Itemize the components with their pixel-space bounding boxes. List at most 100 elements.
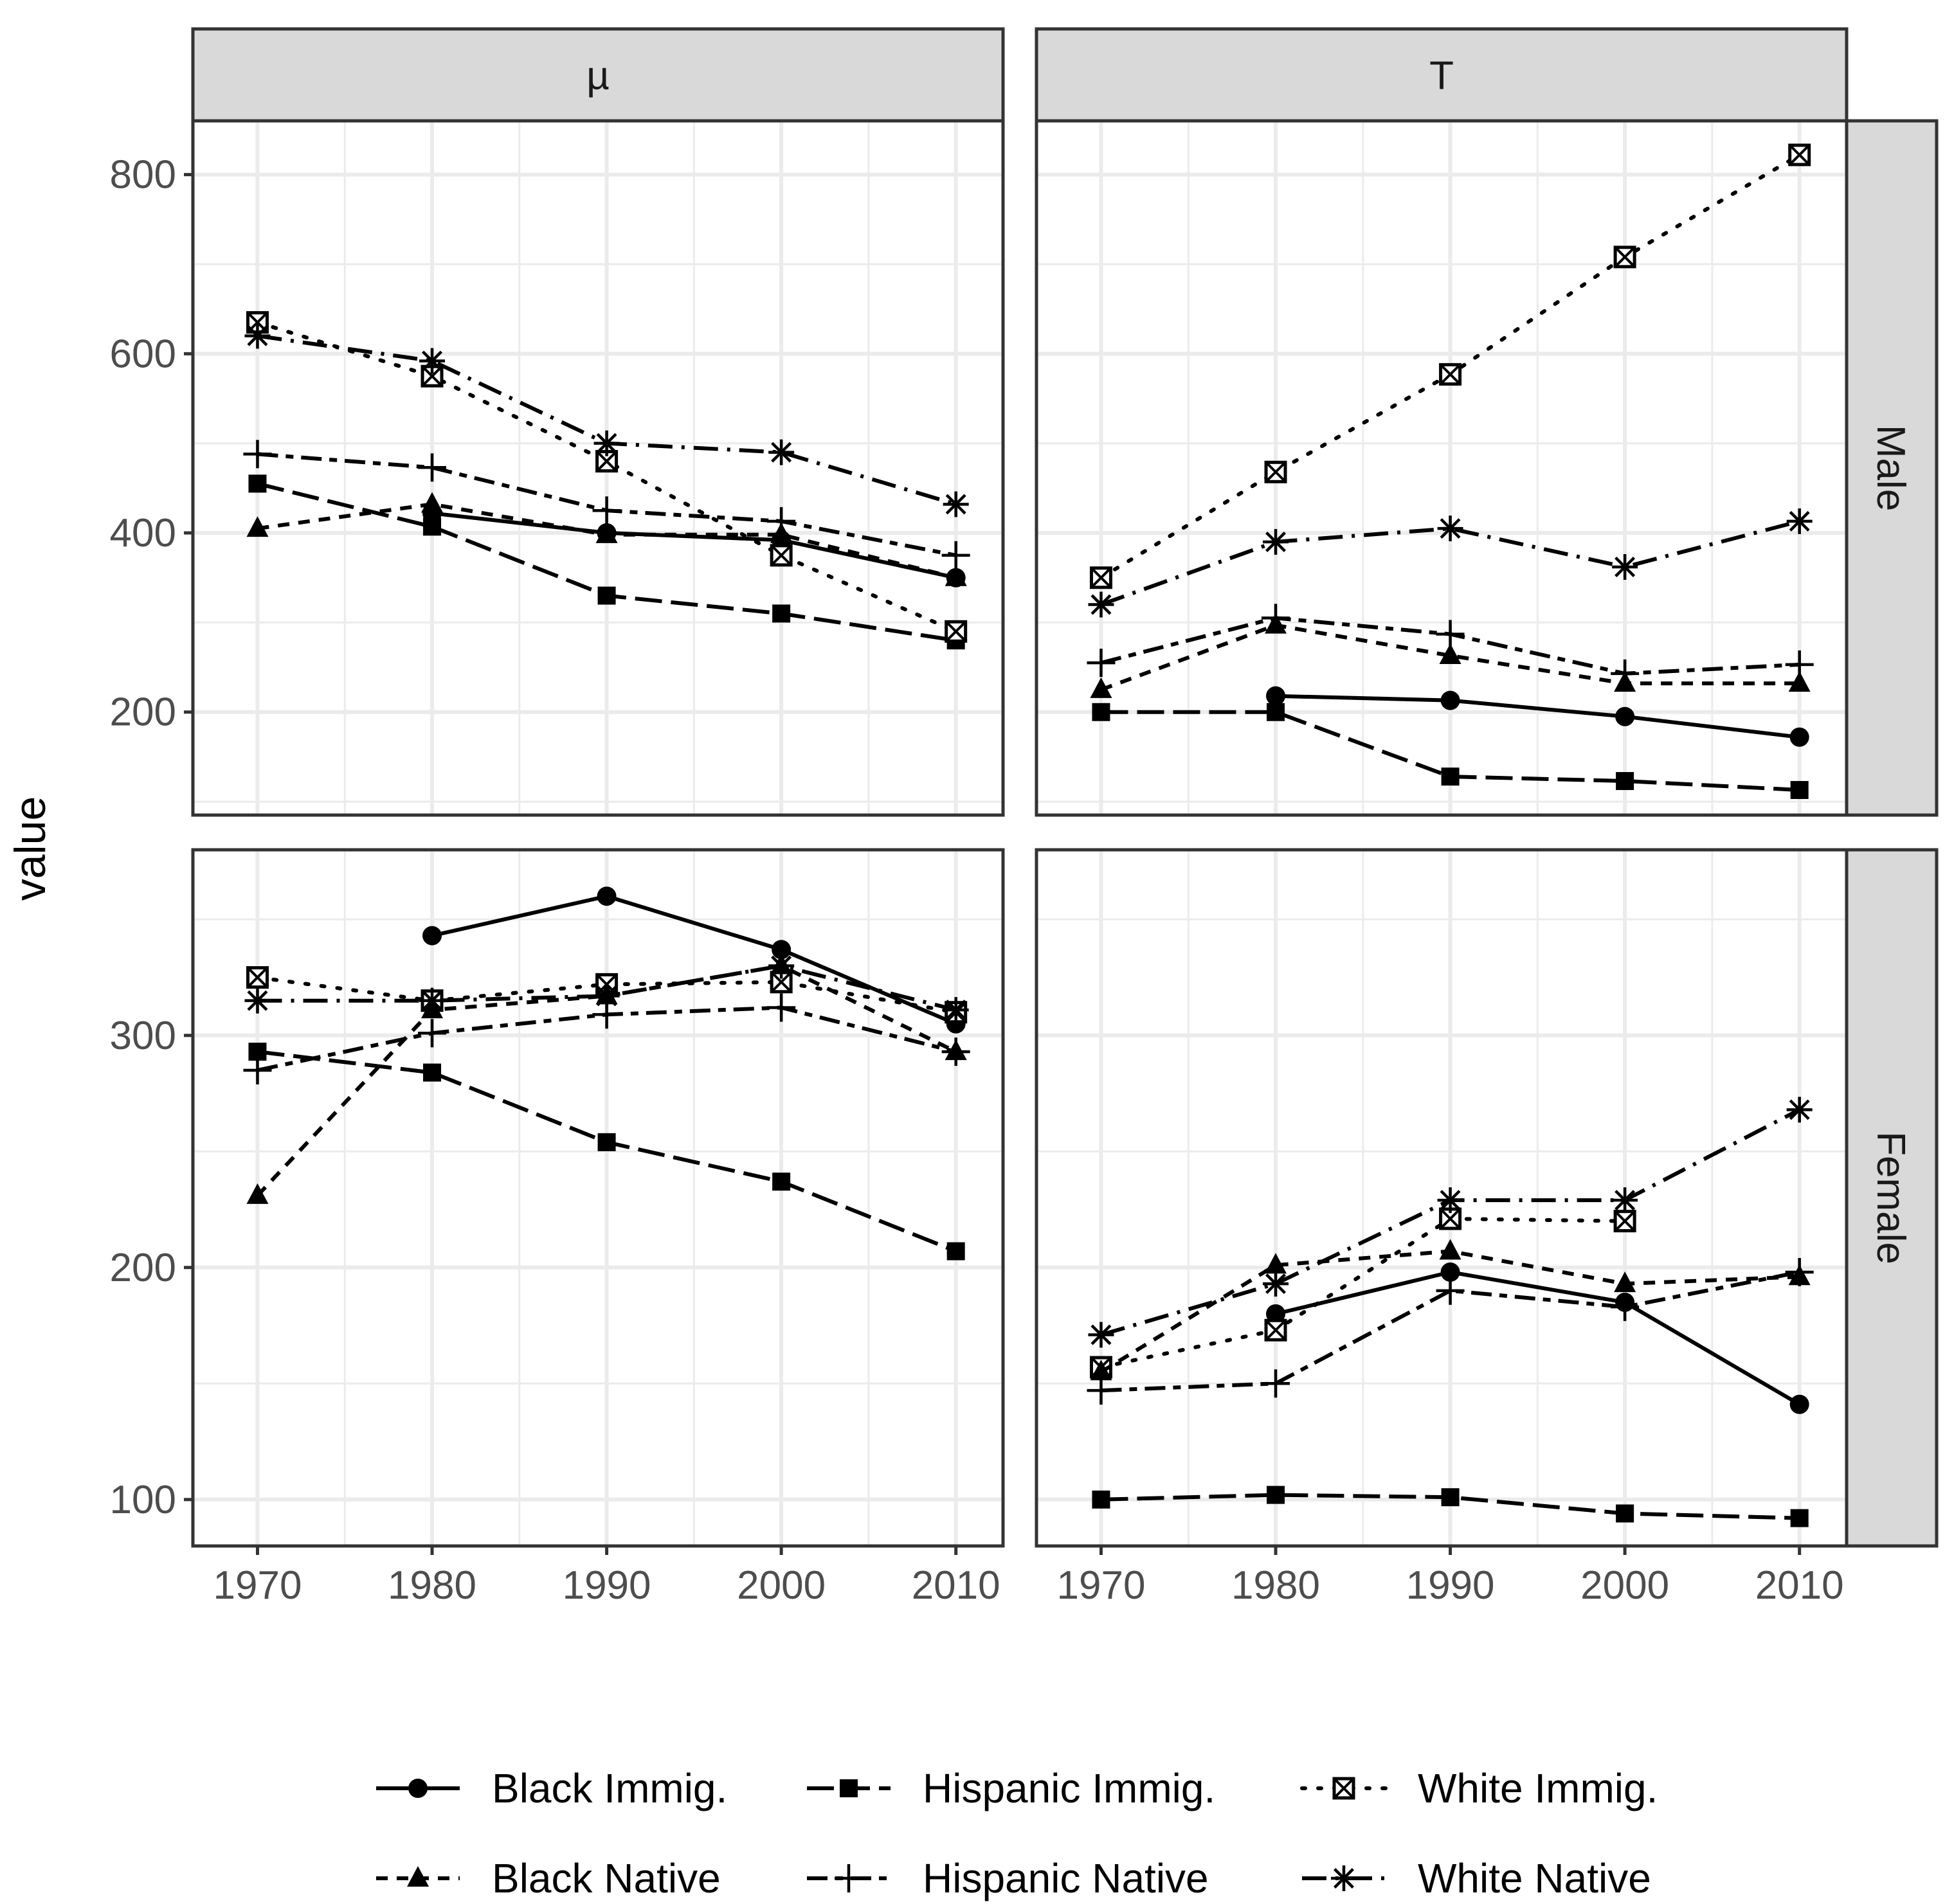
data-point-white-native-1970 <box>244 987 271 1014</box>
data-point-hispanic-native-1980 <box>418 453 447 482</box>
legend-item-white-immig: White Immig. <box>1300 1765 1658 1811</box>
data-point-hispanic-immig-2000 <box>1616 1504 1634 1523</box>
data-point-white-immig-1980 <box>1264 1318 1287 1342</box>
x-tick-label: 1980 <box>388 1563 476 1608</box>
x-tick-label: 2000 <box>737 1563 826 1608</box>
legend-key-marker <box>1331 1865 1357 1891</box>
series-hispanic-immig <box>1092 1486 1809 1527</box>
series-hispanic-native <box>243 440 970 570</box>
data-point-hispanic-immig-1980 <box>1267 703 1285 721</box>
strip-female: Female <box>1845 848 1939 1548</box>
data-point-white-native-1980 <box>419 348 446 374</box>
legend-item-black-immig: Black Immig. <box>376 1765 727 1811</box>
series-line-black-immig <box>1275 694 1800 739</box>
series-hispanic-immig <box>1092 703 1809 799</box>
legend-key-marker <box>835 1864 863 1892</box>
panel-female-mu <box>191 848 1005 1548</box>
data-point-white-native-1970 <box>1088 591 1114 618</box>
panel-male-t-grid <box>1036 121 1847 815</box>
data-point-hispanic-native-2000 <box>767 507 796 535</box>
strip-label: µ <box>586 54 610 98</box>
panel-female-t <box>1035 848 1849 1548</box>
data-point-black-native-2010 <box>1788 671 1811 692</box>
strip-male: Male <box>1845 119 1939 817</box>
data-point-hispanic-immig-1970 <box>1092 703 1110 721</box>
y-tick-label: 200 <box>110 1246 176 1290</box>
series-hispanic-native <box>243 993 970 1084</box>
data-point-black-immig-2010 <box>1789 727 1809 747</box>
data-point-white-native-2000 <box>1612 1187 1638 1214</box>
data-point-hispanic-immig-2000 <box>772 1172 791 1191</box>
data-point-black-native-1990 <box>1439 643 1461 664</box>
data-point-hispanic-immig-1970 <box>1092 1490 1110 1509</box>
data-point-hispanic-native-1990 <box>1436 620 1465 649</box>
data-point-white-native-2000 <box>1612 553 1638 580</box>
data-point-hispanic-immig-2010 <box>946 1242 965 1261</box>
data-point-black-immig-2010 <box>1789 1394 1809 1414</box>
data-point-white-native-2010 <box>943 997 969 1023</box>
legend: Black Immig. Black Native Hispanic Immig. H… <box>376 1765 1658 1901</box>
data-point-hispanic-immig-1990 <box>1441 768 1460 786</box>
x-tick-label: 1970 <box>1057 1563 1146 1608</box>
x-tick-label: 1970 <box>213 1563 302 1608</box>
data-point-white-native-1970 <box>244 323 271 349</box>
data-point-black-native-1990 <box>1439 1239 1461 1260</box>
legend-item-hispanic-immig: Hispanic Immig. <box>807 1765 1215 1811</box>
data-point-white-native-1970 <box>1088 1322 1114 1348</box>
panel-female-mu-background <box>193 850 1003 1546</box>
data-point-hispanic-immig-1980 <box>1267 1486 1285 1504</box>
data-point-black-native-1980 <box>421 492 444 513</box>
data-point-black-native-1980 <box>1265 1253 1287 1274</box>
y-axis-title: value <box>6 796 55 901</box>
data-point-hispanic-native-1990 <box>592 496 621 525</box>
series-line-black-native <box>1100 623 1800 692</box>
series-white-native <box>244 953 969 1023</box>
data-point-white-native-1990 <box>593 983 620 1009</box>
data-point-hispanic-native-2000 <box>1611 1293 1640 1322</box>
panel-male-t-series <box>1087 143 1814 799</box>
data-point-black-native-1970 <box>246 1183 269 1204</box>
legend-item-hispanic-native: Hispanic Native <box>807 1855 1209 1901</box>
data-point-hispanic-immig-2010 <box>1790 1509 1809 1527</box>
data-point-hispanic-immig-1990 <box>597 586 616 605</box>
series-white-native <box>1088 508 1813 618</box>
series-white-immig <box>1089 1207 1636 1379</box>
y-tick-label: 600 <box>110 332 176 376</box>
series-black-native <box>246 492 967 586</box>
y-tick-label: 100 <box>110 1478 176 1522</box>
series-hispanic-immig <box>248 1043 965 1261</box>
legend-label: Hispanic Immig. <box>923 1765 1215 1811</box>
data-point-white-native-2010 <box>1786 1097 1813 1123</box>
data-point-black-native-1990 <box>595 522 618 543</box>
strip-label: Female <box>1868 1131 1913 1264</box>
data-point-white-native-2010 <box>1786 508 1813 534</box>
data-point-hispanic-native-1980 <box>418 1019 447 1048</box>
x-tick-label: 2010 <box>1755 1563 1844 1608</box>
data-point-white-immig-1970 <box>1089 566 1112 589</box>
x-tick-label: 1990 <box>563 1563 651 1608</box>
data-point-white-immig-1980 <box>1264 460 1287 483</box>
data-point-hispanic-immig-1980 <box>423 517 442 536</box>
data-point-white-native-1980 <box>1263 528 1289 555</box>
legend-item-white-native: White Native <box>1302 1855 1651 1901</box>
legend-label: Black Immig. <box>492 1765 727 1811</box>
data-point-hispanic-native-2010 <box>1785 1258 1814 1287</box>
panel-female-mu-grid <box>193 850 1003 1546</box>
x-tick-label: 2000 <box>1580 1563 1669 1608</box>
y-tick-label: 400 <box>110 511 176 555</box>
series-line-white-immig <box>255 975 958 1014</box>
y-tick-label: 200 <box>110 690 176 735</box>
legend-key-marker <box>408 1779 428 1798</box>
data-point-black-immig-1990 <box>1440 690 1460 710</box>
strip-t: T <box>1035 27 1849 123</box>
strip-label: Male <box>1868 425 1913 511</box>
data-point-white-native-2000 <box>768 439 795 465</box>
panel-female-t-background <box>1036 850 1847 1546</box>
data-point-white-immig-2010 <box>945 620 968 643</box>
panel-male-t <box>1035 119 1849 817</box>
strips-layer: µ T Male Female <box>191 27 1939 1548</box>
data-point-black-immig-2000 <box>772 940 792 960</box>
data-point-hispanic-native-1970 <box>1087 649 1116 678</box>
data-point-hispanic-native-1980 <box>1262 1369 1290 1398</box>
